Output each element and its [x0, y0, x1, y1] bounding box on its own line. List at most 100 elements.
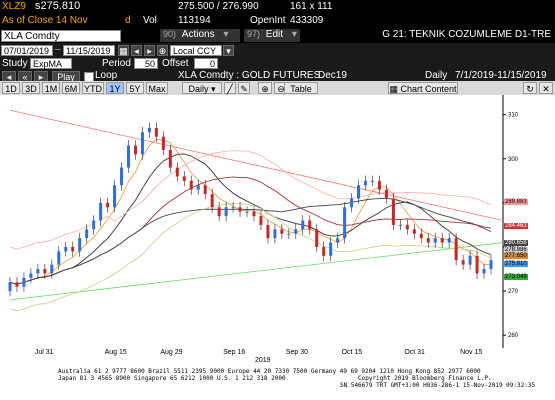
candle-body: [36, 269, 40, 274]
date-range-bar: 07/01/2019 – 11/15/2019 ▦ ◂ ▸ ⊕ Local CC…: [0, 43, 555, 57]
candle-body: [99, 202, 103, 221]
candle-body: [301, 220, 305, 230]
contract-label: Dec19: [318, 70, 347, 81]
y-tick-label: 270: [508, 289, 519, 295]
x-tick-label: Jul 31: [34, 349, 54, 356]
year-label: 2019: [255, 357, 271, 364]
candlestick-chart[interactable]: 260270280290300310: [0, 95, 555, 348]
chevron-down-icon: ▾: [223, 29, 229, 40]
candle-body: [475, 255, 479, 274]
candle-body: [43, 269, 47, 274]
chart-toolbar: 1D 3D 1M 6M YTD 1Y 5Y Max Daily ▾ ╱ ✎ ⊕ ⊖ Table…: [0, 81, 555, 95]
ma-fast-line: [9, 138, 491, 285]
edit-menu[interactable]: 97) Edit ▾: [244, 29, 300, 42]
table-button[interactable]: Table: [284, 82, 318, 94]
refresh-icon[interactable]: ↻: [523, 82, 537, 94]
candle-body: [71, 246, 75, 252]
candle-body: [29, 273, 33, 278]
bid-ask-size: 161 x 111: [290, 1, 333, 12]
candle-body: [266, 224, 270, 239]
chevron-down-icon: ▾: [291, 29, 297, 40]
end-date-field[interactable]: 11/15/2019: [63, 45, 115, 56]
candle-body: [343, 207, 347, 239]
candle-body: [391, 198, 395, 225]
footer-session: SN 546679 TRT GMT+3:00 H036-286-1 15-Nov…: [340, 382, 536, 389]
candle-body: [161, 136, 165, 150]
last-price: s275.810: [35, 0, 81, 12]
study-label: Study: [2, 58, 28, 69]
candle-body: [106, 202, 110, 208]
annotate-icon[interactable]: ✎: [238, 82, 250, 94]
ma-long-line: [9, 197, 492, 285]
candle-body: [147, 127, 151, 133]
candle-body: [308, 220, 312, 230]
lower-band-line: [9, 203, 492, 312]
offset-label: Offset: [162, 58, 189, 69]
study-select[interactable]: ExpMA: [30, 58, 72, 69]
range-tab-1y[interactable]: 1Y: [106, 82, 124, 94]
chevron-down-icon[interactable]: ▾: [223, 45, 234, 56]
ma-mid-line: [9, 153, 492, 285]
range-tab-6m[interactable]: 6M: [62, 82, 80, 94]
candle-body: [482, 269, 486, 274]
x-tick-label: Oct 15: [341, 349, 363, 356]
candle-body: [433, 238, 437, 243]
zoom-icon[interactable]: ⊕: [157, 45, 168, 56]
as-of-close: As of Close 14 Nov: [2, 15, 88, 26]
y-tick-label: 260: [508, 333, 519, 339]
range-tab-max[interactable]: Max: [146, 82, 168, 94]
candle-body: [78, 238, 82, 252]
openint-value: 433309: [290, 15, 324, 26]
range-tab-3d[interactable]: 3D: [22, 82, 40, 94]
page-title: G 21: TEKNIK COZUMLEME D1-TRE: [382, 29, 551, 40]
offset-input[interactable]: 0: [194, 58, 218, 69]
security-field[interactable]: XLA Comdty: [1, 30, 121, 42]
candle-body: [447, 238, 451, 243]
draw-line-icon[interactable]: ╱: [224, 82, 236, 94]
candle-body: [57, 251, 61, 265]
candle-body: [85, 229, 89, 239]
candle-body: [273, 229, 277, 239]
price-label: 278.986: [504, 247, 528, 254]
period-input[interactable]: 50: [134, 58, 158, 69]
forward-icon[interactable]: ▸: [144, 45, 155, 56]
x-tick-label: Aug 29: [160, 349, 183, 356]
playback-bar: ◂ « ▸ Play Loop XLA Comdty : GOLD FUTURE…: [0, 70, 555, 83]
range-tab-1d[interactable]: 1D: [2, 82, 20, 94]
candle-body: [50, 264, 54, 274]
candle-body: [384, 189, 388, 199]
study-bar: Study ExpMA Period 50 Offset 0: [0, 57, 555, 70]
start-date-field[interactable]: 07/01/2019: [1, 45, 53, 56]
zoom-in-icon[interactable]: ⊕: [258, 82, 272, 94]
date-separator: –: [55, 44, 61, 55]
candle-body: [287, 233, 291, 235]
range-tab-5y[interactable]: 5Y: [126, 82, 144, 94]
volume-value: 113194: [178, 15, 211, 26]
candle-body: [350, 198, 354, 208]
y-tick-label: 300: [508, 157, 519, 163]
price-label: 280.658: [504, 240, 528, 247]
range-tab-ytd[interactable]: YTD: [82, 82, 104, 94]
openint-label: OpenInt: [250, 15, 286, 26]
candle-body: [231, 207, 235, 209]
candle-body: [468, 255, 472, 265]
currency-select[interactable]: Local CCY: [170, 45, 222, 56]
period-select[interactable]: Daily ▾: [182, 82, 222, 94]
calendar-icon[interactable]: ▦: [118, 45, 129, 56]
candle-body: [419, 233, 423, 239]
actions-menu[interactable]: 90) Actions ▾: [160, 29, 240, 42]
range-tab-1m[interactable]: 1M: [42, 82, 60, 94]
y-tick-label: 310: [508, 113, 519, 119]
close-icon[interactable]: ✕: [539, 82, 553, 94]
bid-ask: 275.500 / 276.990: [178, 1, 259, 12]
chart-area[interactable]: 260270280290300310 289.883284.463280.658…: [0, 95, 555, 367]
candle-body: [294, 229, 298, 234]
candle-body: [15, 282, 19, 287]
candle-body: [182, 176, 186, 181]
chart-content-button[interactable]: ▦ Chart Content: [388, 82, 458, 94]
x-tick-label: Aug 15: [104, 349, 127, 356]
candle-body: [22, 277, 26, 287]
resistance-trendline: [9, 109, 504, 221]
x-tick-label: Nov 15: [460, 349, 483, 356]
back-icon[interactable]: ◂: [131, 45, 142, 56]
